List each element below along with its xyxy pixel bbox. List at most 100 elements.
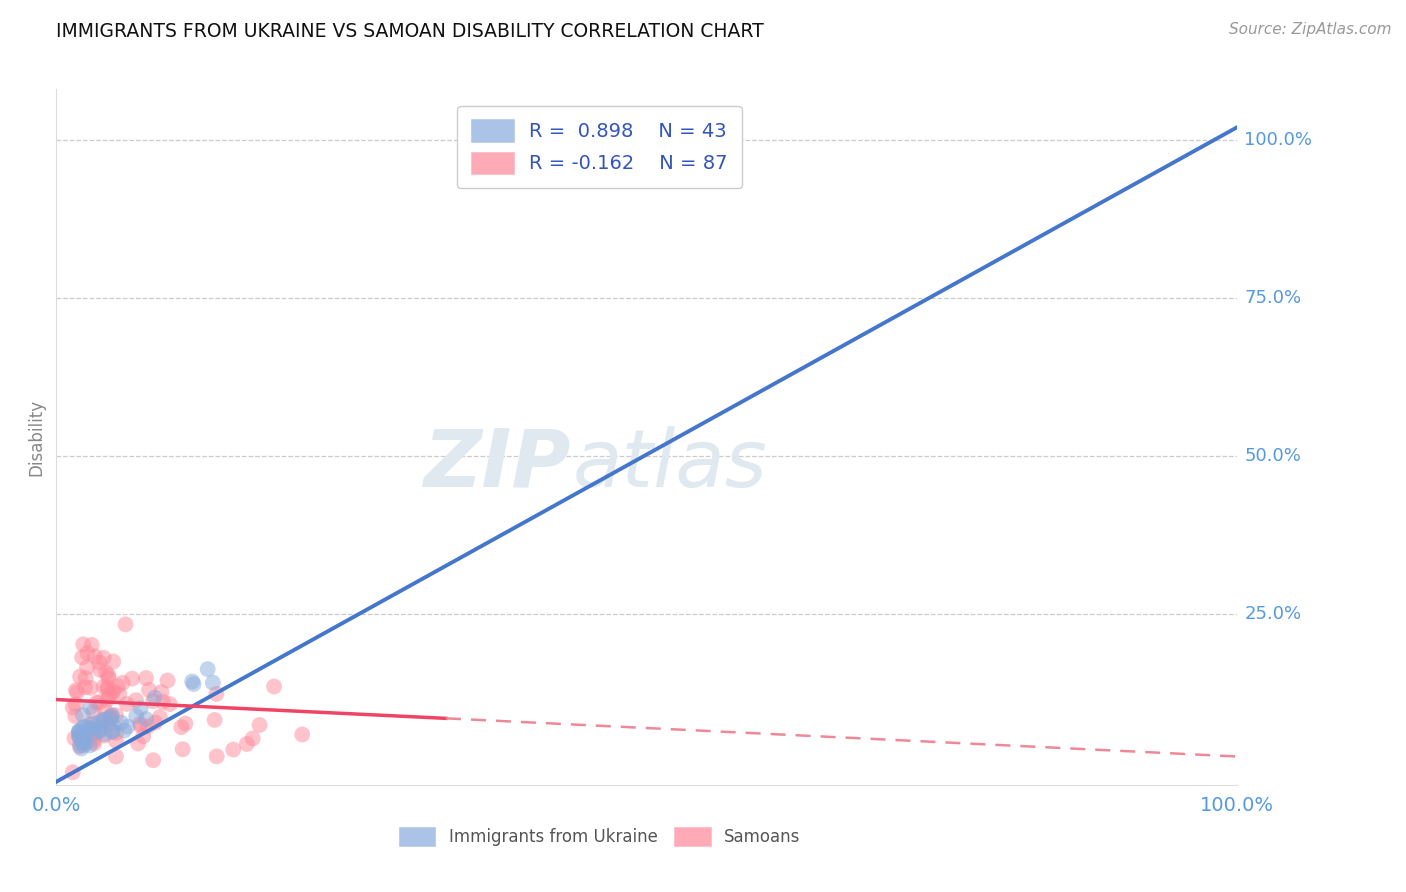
Y-axis label: Disability: Disability: [27, 399, 45, 475]
Point: [101, 724, 124, 739]
Point: [93, 680, 115, 694]
Point: [83, 726, 105, 740]
Point: [73, 738, 96, 752]
Point: [97, 682, 120, 697]
Point: [197, 662, 219, 676]
Point: [174, 716, 197, 731]
Point: [104, 734, 127, 748]
Point: [83, 716, 105, 731]
Point: [67, 730, 90, 744]
Point: [79, 721, 101, 735]
Point: [97, 671, 120, 685]
Point: [112, 723, 135, 738]
Point: [291, 727, 314, 741]
Point: [201, 675, 224, 690]
Point: [67, 724, 90, 739]
Point: [73, 728, 96, 742]
Point: [96, 693, 118, 707]
Point: [69, 730, 91, 744]
Point: [83, 705, 105, 719]
Point: [97, 716, 120, 731]
Point: [98, 689, 121, 703]
Text: 50.0%: 50.0%: [1244, 447, 1301, 465]
Point: [101, 684, 124, 698]
Point: [73, 681, 96, 695]
Point: [172, 742, 194, 756]
Point: [138, 682, 160, 697]
Point: [115, 697, 138, 711]
Point: [79, 717, 101, 731]
Point: [89, 723, 111, 738]
Point: [205, 687, 228, 701]
Point: [142, 694, 165, 708]
Point: [183, 677, 205, 691]
Point: [65, 709, 87, 723]
Point: [97, 668, 120, 682]
Point: [100, 713, 122, 727]
Text: ZIP: ZIP: [423, 425, 569, 504]
Text: 100.0%: 100.0%: [1244, 131, 1312, 149]
Point: [76, 660, 98, 674]
Point: [104, 749, 127, 764]
Point: [136, 719, 159, 733]
Point: [132, 729, 155, 743]
Point: [62, 765, 84, 780]
Point: [97, 680, 120, 694]
Point: [73, 720, 96, 734]
Point: [72, 637, 94, 651]
Point: [170, 720, 193, 734]
Point: [129, 716, 152, 731]
Point: [205, 749, 228, 764]
Point: [69, 670, 91, 684]
Point: [93, 650, 115, 665]
Point: [72, 730, 94, 744]
Point: [143, 715, 166, 730]
Point: [181, 674, 204, 689]
Point: [110, 715, 132, 730]
Point: [86, 696, 108, 710]
Point: [89, 663, 111, 677]
Point: [80, 638, 103, 652]
Point: [105, 726, 128, 740]
Point: [111, 675, 134, 690]
Point: [75, 735, 97, 749]
Point: [150, 685, 173, 699]
Point: [80, 681, 103, 695]
Point: [149, 710, 172, 724]
Point: [93, 727, 115, 741]
Point: [236, 737, 259, 751]
Point: [100, 710, 122, 724]
Point: [72, 721, 94, 735]
Point: [63, 731, 86, 746]
Point: [94, 713, 117, 727]
Point: [103, 655, 125, 669]
Point: [70, 735, 93, 749]
Text: IMMIGRANTS FROM UKRAINE VS SAMOAN DISABILITY CORRELATION CHART: IMMIGRANTS FROM UKRAINE VS SAMOAN DISABI…: [56, 22, 763, 41]
Point: [94, 665, 117, 680]
Point: [91, 713, 114, 727]
Point: [89, 695, 111, 709]
Point: [108, 687, 131, 701]
Point: [89, 656, 111, 670]
Point: [142, 753, 165, 767]
Point: [76, 646, 98, 660]
Legend: Immigrants from Ukraine, Samoans: Immigrants from Ukraine, Samoans: [392, 821, 807, 853]
Point: [222, 742, 245, 756]
Point: [100, 708, 122, 723]
Point: [101, 718, 124, 732]
Point: [101, 708, 124, 723]
Point: [249, 718, 271, 732]
Point: [121, 672, 143, 686]
Point: [87, 719, 110, 733]
Point: [83, 737, 105, 751]
Text: Source: ZipAtlas.com: Source: ZipAtlas.com: [1229, 22, 1392, 37]
Point: [98, 710, 121, 724]
Point: [72, 708, 94, 723]
Point: [204, 713, 226, 727]
Point: [129, 701, 152, 715]
Point: [242, 731, 264, 746]
Point: [67, 725, 90, 739]
Point: [127, 736, 149, 750]
Point: [125, 709, 148, 723]
Point: [159, 697, 181, 711]
